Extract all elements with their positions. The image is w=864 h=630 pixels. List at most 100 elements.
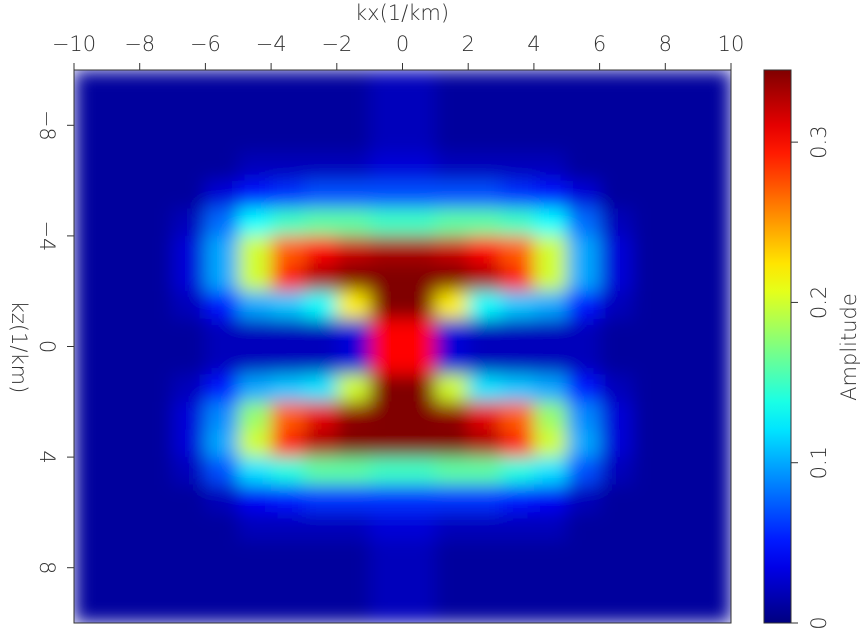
heatmap-cell: [501, 595, 535, 623]
heatmap-cell: [271, 346, 305, 375]
heatmap-cell: [369, 401, 403, 430]
heatmap-cell: [172, 70, 206, 99]
heatmap-cell: [665, 208, 699, 237]
heatmap-cell: [533, 595, 568, 623]
heatmap-cell: [665, 595, 699, 623]
heatmap-cell: [369, 346, 403, 375]
heatmap-cell: [106, 180, 141, 209]
heatmap-cell: [533, 318, 568, 347]
heatmap-cell: [271, 595, 305, 623]
heatmap-cell: [402, 70, 436, 99]
heatmap-cell: [336, 152, 371, 182]
heatmap-cell: [172, 346, 206, 375]
y-tick-label: −8: [35, 110, 59, 141]
heatmap-cell: [205, 152, 239, 182]
heatmap-cell: [435, 318, 469, 347]
heatmap-cell: [271, 318, 305, 347]
heatmap-cell: [501, 540, 535, 569]
heatmap-cell: [369, 374, 403, 403]
heatmap-cell: [599, 125, 633, 154]
heatmap-cell: [303, 346, 338, 375]
heatmap-cell: [665, 374, 699, 403]
heatmap-cell: [139, 346, 174, 375]
heatmap-cell: [139, 374, 174, 403]
heatmap-cell: [435, 152, 469, 182]
heatmap-cell: [238, 318, 272, 347]
heatmap-cell: [533, 484, 568, 513]
heatmap-cell: [106, 97, 141, 126]
heatmap-cell: [435, 595, 469, 623]
colorbar-tick-label: 0.3: [807, 125, 831, 158]
heatmap-cell: [139, 540, 174, 569]
heatmap-cell: [369, 97, 403, 126]
x-tick-label: 8: [659, 32, 672, 56]
heatmap-cell: [665, 429, 699, 458]
heatmap-cell: [74, 457, 108, 486]
heatmap-cell: [632, 484, 666, 513]
heatmap-cell: [205, 457, 239, 486]
heatmap-cell: [74, 208, 108, 237]
y-axis-label: kz(1/km): [7, 301, 31, 394]
heatmap-cell: [139, 263, 174, 292]
heatmap-cell: [172, 291, 206, 320]
x-tick-label: −8: [124, 32, 155, 56]
colorbar: [763, 69, 792, 624]
heatmap-cell: [665, 484, 699, 513]
heatmap-cell: [566, 374, 601, 403]
heatmap-cell: [501, 346, 535, 375]
heatmap-cell: [533, 401, 568, 430]
heatmap-cell: [435, 540, 469, 569]
heatmap-cell: [468, 263, 502, 292]
heatmap-cell: [468, 484, 502, 513]
heatmap-cell: [599, 208, 633, 237]
heatmap-cell: [599, 318, 633, 347]
heatmap-cell: [468, 346, 502, 375]
heatmap-cell: [369, 235, 403, 265]
heatmap-cell: [369, 291, 403, 320]
heatmap-cell: [566, 263, 601, 292]
heatmap-cell: [271, 291, 305, 320]
heatmap-cell: [336, 70, 371, 99]
heatmap-cell: [566, 540, 601, 569]
heatmap-cell: [303, 263, 338, 292]
heatmap-cell: [139, 291, 174, 320]
heatmap-cell: [172, 263, 206, 292]
heatmap-cell: [501, 180, 535, 209]
heatmap-cell: [501, 567, 535, 596]
heatmap-cell: [468, 595, 502, 623]
heatmap-cell: [468, 208, 502, 237]
heatmap-cell: [468, 97, 502, 126]
heatmap-cell: [172, 484, 206, 513]
heatmap-cell: [599, 540, 633, 569]
heatmap-cell: [402, 540, 436, 569]
heatmap-cell: [533, 291, 568, 320]
heatmap-cell: [303, 512, 338, 541]
heatmap-cell: [566, 429, 601, 458]
heatmap-cell: [106, 540, 141, 569]
heatmap-cell: [205, 484, 239, 513]
heatmap-cell: [632, 291, 666, 320]
heatmap-cell: [402, 125, 436, 154]
heatmap-cell: [139, 180, 174, 209]
heatmap-cell: [632, 125, 666, 154]
heatmap-cell: [533, 263, 568, 292]
heatmap-cell: [435, 263, 469, 292]
heatmap-cell: [172, 567, 206, 596]
heatmap-cell: [468, 374, 502, 403]
heatmap-cell: [74, 429, 108, 458]
heatmap-cell: [566, 208, 601, 237]
heatmap-cell: [632, 318, 666, 347]
heatmap-cell: [501, 429, 535, 458]
heatmap-cell: [566, 70, 601, 99]
heatmap-cell: [238, 457, 272, 486]
heatmap-cell: [501, 484, 535, 513]
heatmap-cell: [271, 97, 305, 126]
heatmap-cell: [271, 512, 305, 541]
heatmap-cell: [566, 97, 601, 126]
heatmap-cell: [172, 457, 206, 486]
heatmap-cell: [435, 291, 469, 320]
heatmap-cell: [698, 318, 731, 347]
heatmap-cell: [139, 457, 174, 486]
heatmap-cell: [205, 401, 239, 430]
